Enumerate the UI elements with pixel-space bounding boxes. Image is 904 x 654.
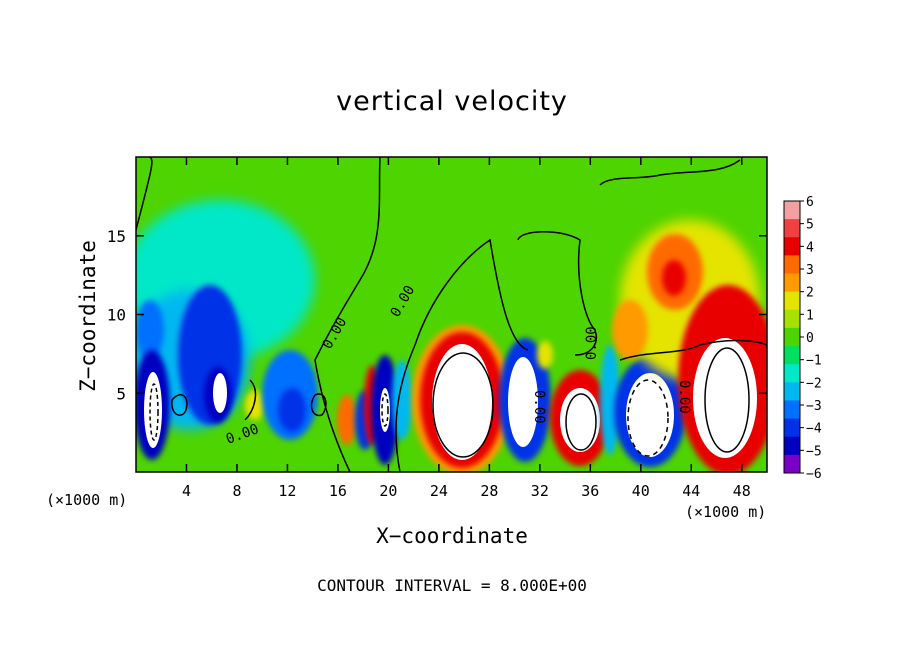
x-axis: 4 8 12 16 20 24 28 32 36 40 44 48 bbox=[182, 157, 751, 500]
x-tick-label: 8 bbox=[232, 482, 241, 500]
zero-contour bbox=[136, 157, 153, 231]
colorbar-tick-label: 6 bbox=[806, 195, 814, 210]
y-tick-label: 15 bbox=[107, 227, 126, 246]
colorbar-tick-label: −5 bbox=[806, 444, 822, 459]
colorbar-tick-label: 3 bbox=[806, 263, 814, 278]
field-region bbox=[693, 338, 757, 458]
colorbar-tick-label: 1 bbox=[806, 308, 814, 323]
zero-contour bbox=[171, 394, 188, 416]
colorbar-tick-label: 4 bbox=[806, 240, 814, 255]
field-region bbox=[626, 373, 674, 457]
contour-lines bbox=[136, 157, 767, 472]
colorbar-swatch bbox=[784, 364, 800, 383]
plot-area: 0.00 0.00 0.00 0.00 0.00 0.00 bbox=[136, 157, 767, 472]
contour-labels: 0.00 0.00 0.00 0.00 0.00 0.00 bbox=[224, 283, 692, 448]
field-region bbox=[337, 395, 357, 445]
field-region bbox=[144, 372, 162, 448]
x-tick-label: 28 bbox=[480, 482, 498, 500]
x-tick-label: 24 bbox=[430, 482, 448, 500]
colorbar-tick-label: −1 bbox=[806, 354, 822, 369]
x-tick-label: 48 bbox=[733, 482, 751, 500]
colorbar-swatch bbox=[784, 382, 800, 401]
contour-loop bbox=[565, 393, 597, 451]
y-axis-label: Z−coordinate bbox=[76, 240, 100, 392]
colorbar-swatch bbox=[784, 255, 800, 275]
colorbar-swatch bbox=[784, 346, 800, 365]
zero-contour bbox=[314, 157, 381, 472]
colorbar-swatch bbox=[784, 219, 800, 238]
field-region bbox=[612, 300, 648, 360]
colorbar-swatch bbox=[784, 237, 800, 256]
colorbar-swatch bbox=[784, 309, 800, 329]
field-region bbox=[537, 341, 553, 369]
colorbar-tick-label: −6 bbox=[806, 467, 822, 482]
x-tick-label: 44 bbox=[682, 482, 700, 500]
chart-title: vertical velocity bbox=[336, 86, 568, 117]
colorbar-swatch bbox=[784, 436, 800, 456]
field-region bbox=[662, 260, 686, 296]
x-tick-label: 20 bbox=[379, 482, 397, 500]
field-region bbox=[508, 357, 538, 447]
colorbar-tick-label: −2 bbox=[806, 376, 822, 391]
colorbar-swatch bbox=[784, 418, 800, 438]
zero-contour bbox=[244, 379, 257, 421]
contour-label: 0.00 bbox=[531, 390, 547, 424]
zero-contour bbox=[599, 159, 741, 186]
colorbar-tick-label: 5 bbox=[806, 218, 814, 233]
zero-contour bbox=[619, 339, 767, 361]
contour-label: 0.00 bbox=[584, 326, 600, 360]
colorbar-swatch bbox=[784, 400, 800, 420]
field-region bbox=[278, 388, 306, 432]
contour-loop-dashed bbox=[381, 393, 389, 427]
colorbar-tick-label: −4 bbox=[806, 422, 822, 437]
x-unit-label-right: (×1000 m) bbox=[685, 503, 767, 521]
contour-label: 0.00 bbox=[676, 380, 692, 414]
field-region bbox=[432, 344, 492, 460]
colorbar-swatch bbox=[784, 273, 800, 293]
contour-loop bbox=[432, 352, 494, 458]
contour-loop-dashed bbox=[627, 379, 669, 457]
colorbar-swatch bbox=[784, 327, 800, 347]
y-tick-label: 10 bbox=[107, 306, 126, 325]
zero-contour bbox=[517, 231, 597, 356]
x-tick-label: 40 bbox=[632, 482, 650, 500]
x-tick-label: 4 bbox=[182, 482, 191, 500]
colorbar-tick-label: −3 bbox=[806, 399, 822, 414]
colorbar-swatch bbox=[784, 454, 800, 474]
x-tick-label: 16 bbox=[329, 482, 347, 500]
field-region bbox=[600, 345, 620, 455]
contour-loop-dashed bbox=[149, 383, 159, 441]
y-axis: 5 10 15 bbox=[107, 227, 767, 403]
y-tick-label: 5 bbox=[116, 384, 126, 403]
x-axis-label: X−coordinate bbox=[376, 524, 528, 548]
zero-contour bbox=[395, 238, 529, 472]
x-tick-label: 36 bbox=[581, 482, 599, 500]
contour-interval-text: CONTOUR INTERVAL = 8.000E+00 bbox=[317, 576, 587, 595]
colorbar: 6 5 4 3 2 1 0 −1 −2 −3 −4 −5 −6 bbox=[783, 195, 822, 482]
colorbar-swatch bbox=[784, 201, 800, 220]
colorbar-tick-label: 2 bbox=[806, 286, 814, 301]
field-region bbox=[392, 360, 412, 440]
zero-contour bbox=[310, 393, 327, 417]
x-tick-label: 32 bbox=[531, 482, 549, 500]
x-tick-label: 12 bbox=[278, 482, 296, 500]
x-unit-label-left: (×1000 m) bbox=[46, 491, 128, 509]
field-region bbox=[213, 373, 227, 413]
colorbar-tick-label: 0 bbox=[806, 331, 814, 346]
heatmap-field bbox=[136, 200, 767, 472]
colorbar-swatch bbox=[784, 291, 800, 311]
contour-loop bbox=[704, 347, 750, 453]
